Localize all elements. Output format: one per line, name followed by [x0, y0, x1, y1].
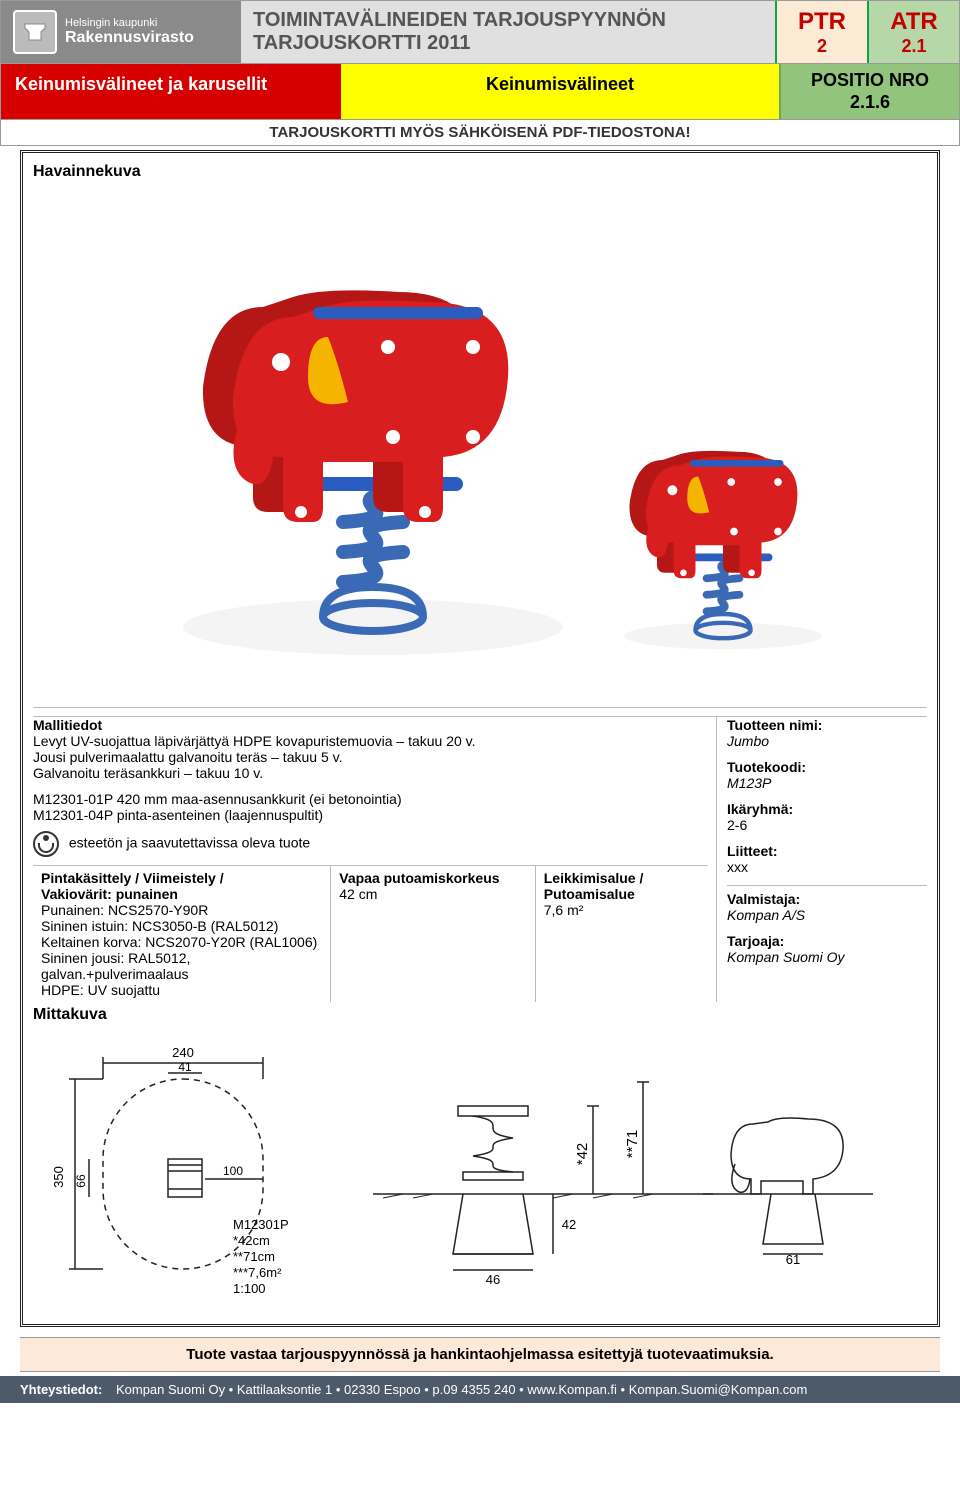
svg-text:42: 42 — [562, 1217, 576, 1232]
model-line2: Jousi pulverimaalattu galvanoitu teräs –… — [33, 749, 708, 765]
vendor-label: Tarjoaja: — [727, 933, 927, 949]
dims-box: 240 41 350 66 100 M12301P *42cm **71cm *… — [33, 1034, 927, 1314]
model-line1: Levyt UV-suojattua läpivärjättyä HDPE ko… — [33, 733, 708, 749]
surface-col: Pintakäsittely / Viimeistely / Vakioväri… — [33, 866, 331, 1002]
fall-col: Vapaa putoamiskorkeus 42 cm — [331, 866, 536, 1002]
svg-text:100: 100 — [223, 1164, 243, 1178]
mfr-value: Kompan A/S — [727, 907, 927, 923]
access-text: esteetön ja saavutettavissa oleva tuote — [69, 835, 310, 851]
plan-drawing-icon: 240 41 350 66 100 M12301P *42cm **71cm *… — [33, 1039, 333, 1309]
svg-text:240: 240 — [172, 1045, 194, 1060]
category-secondary: Keinumisvälineet — [341, 64, 779, 119]
product-age-label: Ikäryhmä: — [727, 801, 927, 817]
svg-text:M12301P: M12301P — [233, 1217, 289, 1232]
playarea-col: Leikkimisalue / Putoamisalue 7,6 m² — [536, 866, 708, 1002]
bottom-note: Tuote vastaa tarjouspyynnössä ja hankint… — [20, 1337, 940, 1372]
svg-text:*42cm: *42cm — [233, 1233, 270, 1248]
accessibility-icon — [33, 831, 59, 857]
product-code: M123P — [727, 775, 927, 791]
footer: Yhteystiedot: Kompan Suomi Oy • Kattilaa… — [0, 1376, 960, 1403]
elevation-drawing-icon: *42 **71 46 42 61 — [363, 1054, 883, 1294]
info-grid: Mallitiedot Levyt UV-suojattua läpivärjä… — [33, 716, 927, 1002]
product-code-label: Tuotekoodi: — [727, 759, 927, 775]
dims-title: Mittakuva — [33, 1006, 927, 1024]
product-name-label: Tuotteen nimi: — [727, 717, 927, 733]
logo-area: Helsingin kaupunki Rakennusvirasto — [1, 1, 241, 63]
position-box: POSITIO NRO 2.1.6 — [779, 64, 959, 119]
model-line3: Galvanoitu teräsankkuri – takuu 10 v. — [33, 765, 708, 781]
header-row-1: Helsingin kaupunki Rakennusvirasto TOIMI… — [0, 0, 960, 64]
illustration-title: Havainnekuva — [33, 163, 927, 181]
info-side: Tuotteen nimi: Jumbo Tuotekoodi: M123P I… — [716, 717, 927, 1002]
atr-box: ATR 2.1 — [867, 1, 959, 63]
svg-text:350: 350 — [51, 1166, 66, 1188]
footer-label: Yhteystiedot: — [20, 1382, 102, 1397]
info-main: Mallitiedot Levyt UV-suojattua läpivärjä… — [33, 717, 716, 1002]
svg-text:61: 61 — [786, 1252, 800, 1267]
position-label: POSITIO NRO — [795, 70, 945, 92]
title-line1: TOIMINTAVÄLINEIDEN TARJOUSPYYNNÖN — [253, 9, 666, 32]
svg-text:46: 46 — [486, 1272, 500, 1287]
footer-text: Kompan Suomi Oy • Kattilaaksontie 1 • 02… — [116, 1382, 807, 1397]
atr-label: ATR — [869, 8, 959, 36]
playarea-heading: Leikkimisalue / Putoamisalue — [544, 870, 700, 902]
svg-text:41: 41 — [178, 1060, 192, 1074]
product-name: Jumbo — [727, 733, 927, 749]
product-attach-label: Liitteet: — [727, 843, 927, 859]
ptr-box: PTR 2 — [775, 1, 867, 63]
city-emblem-icon — [13, 10, 57, 54]
org-name-big: Rakennusvirasto — [65, 29, 194, 47]
model-line4: M12301-01P 420 mm maa-asennusankkurit (e… — [33, 791, 708, 807]
surface-l5: Sininen jousi: RAL5012, galvan.+pulverim… — [41, 950, 322, 982]
playarea-value: 7,6 m² — [544, 902, 700, 918]
fall-value: 42 cm — [339, 886, 527, 902]
sub-grid: Pintakäsittely / Viimeistely / Vakioväri… — [33, 865, 708, 1002]
header-row-2: Keinumisvälineet ja karusellit Keinumisv… — [0, 64, 960, 120]
pdf-note: TARJOUSKORTTI MYÖS SÄHKÖISENÄ PDF-TIEDOS… — [0, 120, 960, 146]
mfr-label: Valmistaja: — [727, 891, 927, 907]
svg-text:**71: **71 — [624, 1130, 641, 1158]
content-frame: Havainnekuva — [20, 150, 940, 1327]
surface-l4: Keltainen korva: NCS2070-Y20R (RAL1006) — [41, 934, 322, 950]
svg-text:***7,6m²: ***7,6m² — [233, 1265, 282, 1280]
model-heading: Mallitiedot — [33, 717, 708, 733]
fall-heading: Vapaa putoamiskorkeus — [339, 870, 527, 886]
model-line5: M12301-04P pinta-asenteinen (laajennuspu… — [33, 807, 708, 823]
svg-text:1:100: 1:100 — [233, 1281, 266, 1296]
surface-l1: Vakiovärit: punainen — [41, 886, 178, 902]
svg-text:66: 66 — [74, 1174, 88, 1188]
surface-l6: HDPE: UV suojattu — [41, 982, 322, 998]
surface-l3: Sininen istuin: NCS3050-B (RAL5012) — [41, 918, 322, 934]
position-value: 2.1.6 — [795, 92, 945, 114]
svg-text:**71cm: **71cm — [233, 1249, 275, 1264]
surface-l2: Punainen: NCS2570-Y90R — [41, 902, 322, 918]
category-primary: Keinumisvälineet ja karusellit — [1, 64, 341, 119]
illustration-box — [33, 187, 927, 708]
ptr-value: 2 — [777, 36, 867, 57]
title-line2: TARJOUSKORTTI 2011 — [253, 32, 666, 55]
org-name-small: Helsingin kaupunki — [65, 17, 194, 29]
product-age: 2-6 — [727, 817, 927, 833]
product-attach: xxx — [727, 859, 927, 875]
atr-value: 2.1 — [869, 36, 959, 57]
surface-heading: Pintakäsittely / Viimeistely / — [41, 870, 322, 886]
ptr-label: PTR — [777, 8, 867, 36]
svg-text:*42: *42 — [574, 1143, 591, 1166]
vendor-value: Kompan Suomi Oy — [727, 949, 927, 965]
doc-title: TOIMINTAVÄLINEIDEN TARJOUSPYYNNÖN TARJOU… — [241, 1, 775, 63]
